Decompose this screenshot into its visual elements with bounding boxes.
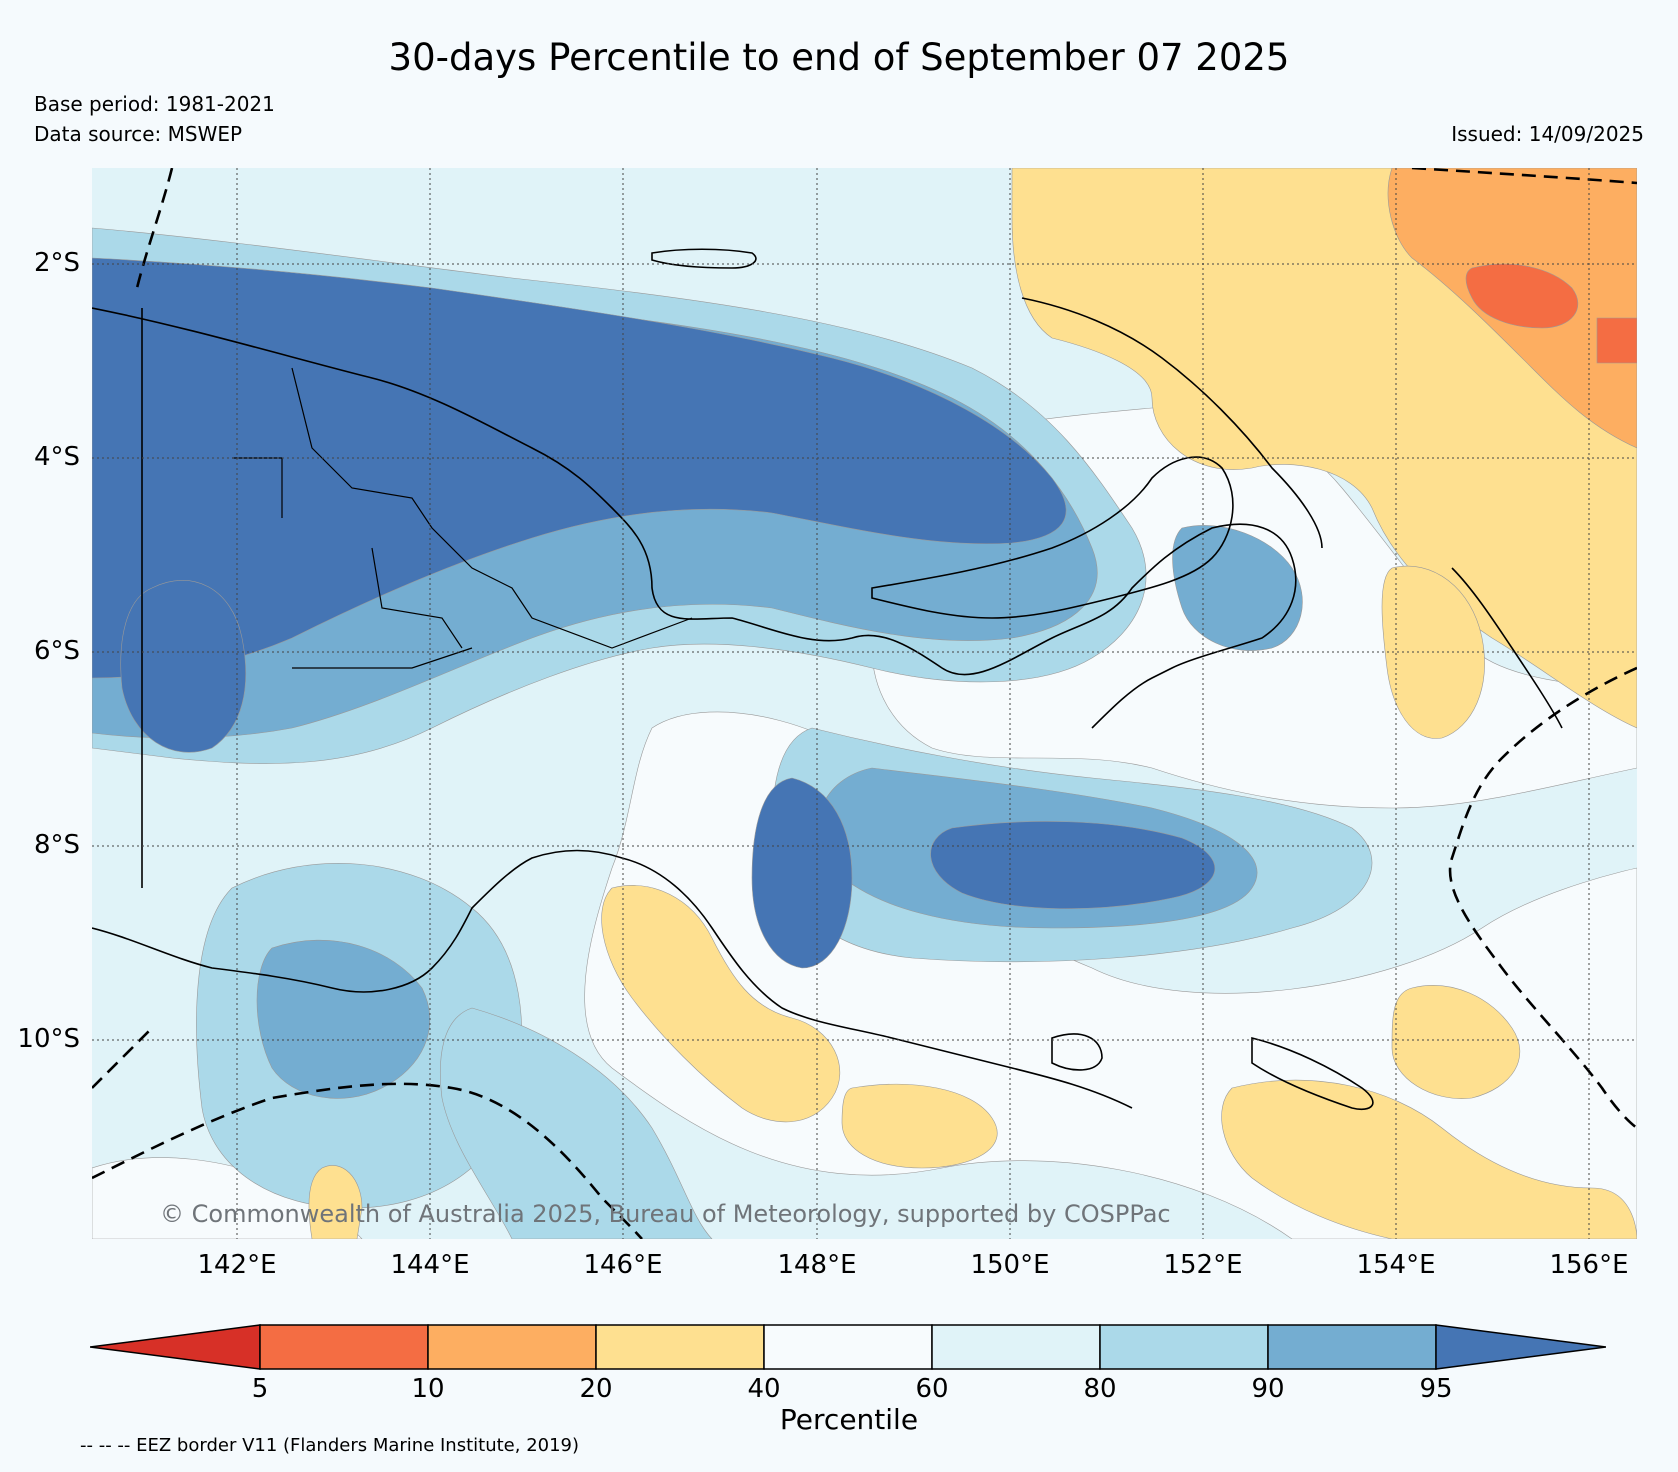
map-title: 30-days Percentile to end of September 0… [388,36,1290,79]
lat-label-2s: 2°S [33,248,80,278]
colorbar-tick-5: 5 [251,1374,269,1404]
lon-label-148e: 148°E [777,1250,857,1280]
contour-5-10 [1596,317,1637,364]
lat-label-10s: 10°S [17,1024,80,1054]
eez-border-west [135,168,174,289]
issued-date-text: Issued: 14/09/2025 [1451,122,1644,146]
contour-80-90 [440,1007,713,1239]
contour-20-40 [308,1165,363,1239]
eez-border-northeast [1411,168,1637,185]
contour-above-95 [120,580,247,753]
coastline-new-ireland [1021,297,1323,549]
contour-20-40 [1391,985,1521,1099]
coastline-dandentrecasteaux [1051,1033,1103,1071]
contour-above-95 [751,777,853,969]
colorbar [90,1324,1606,1370]
contour-90-95 [1172,525,1303,651]
lon-label-142e: 142°E [197,1250,277,1280]
lat-label-4s: 4°S [33,442,80,472]
base-period-text: Base period: 1981-2021 [34,92,275,116]
coastline-south [92,849,1133,1109]
lon-label-146e: 146°E [583,1250,663,1280]
colorbar-tick-80: 80 [1083,1374,1117,1404]
colorbar-tick-95: 95 [1419,1374,1453,1404]
coastline-new-guinea [92,307,1297,729]
eez-legend-note: -- -- -- EEZ border V11 (Flanders Marine… [80,1435,580,1456]
contour-above-95 [92,257,1067,679]
eez-borders [92,168,1637,1239]
colorbar-segment [931,1324,1101,1370]
graticule [92,168,1637,1239]
colorbar-tick-10: 10 [411,1374,445,1404]
colorbar-tick-60: 60 [915,1374,949,1404]
coastline-solomon [1251,1036,1374,1110]
contour-20-40 [601,885,841,1123]
colorbar-tick-20: 20 [579,1374,613,1404]
colorbar-segment [259,1324,429,1370]
data-source-text: Data source: MSWEP [34,122,243,146]
lon-label-150e: 150°E [970,1250,1050,1280]
colorbar-tick-40: 40 [747,1374,781,1404]
colorbar-tick-90: 90 [1251,1374,1285,1404]
lat-label-6s: 6°S [33,636,80,666]
lon-label-152e: 152°E [1163,1250,1243,1280]
province-borders [232,367,693,669]
contour-90-95 [256,939,431,1099]
coastline-new-britain [871,456,1234,619]
coastlines [92,248,1563,1110]
coastline-bougainville [1451,567,1563,729]
colorbar-segment [1267,1324,1437,1370]
copyright-text: © Commonwealth of Australia 2025, Bureau… [160,1200,1171,1228]
coastline-manus [651,248,757,269]
contour-20-40 [841,1083,998,1169]
lon-label-154e: 154°E [1356,1250,1436,1280]
lon-label-144e: 144°E [390,1250,470,1280]
eez-border-southwest-2 [92,1027,153,1089]
colorbar-extend-low [90,1324,261,1370]
map-canvas [92,168,1637,1239]
colorbar-segment [763,1324,933,1370]
colorbar-segment [1099,1324,1269,1370]
lon-label-156e: 156°E [1549,1250,1629,1280]
colorbar-title: Percentile [779,1403,919,1436]
contour-above-95 [930,821,1215,909]
contour-20-40 [1221,1079,1637,1239]
colorbar-extend-high [1435,1324,1606,1370]
percentile-map [92,168,1637,1239]
colorbar-segment [427,1324,597,1370]
lat-label-8s: 8°S [33,830,80,860]
eez-border-east [1448,666,1637,1130]
eez-border-southwest [92,1082,643,1239]
contour-5-10 [1465,263,1579,329]
colorbar-segment [595,1324,765,1370]
